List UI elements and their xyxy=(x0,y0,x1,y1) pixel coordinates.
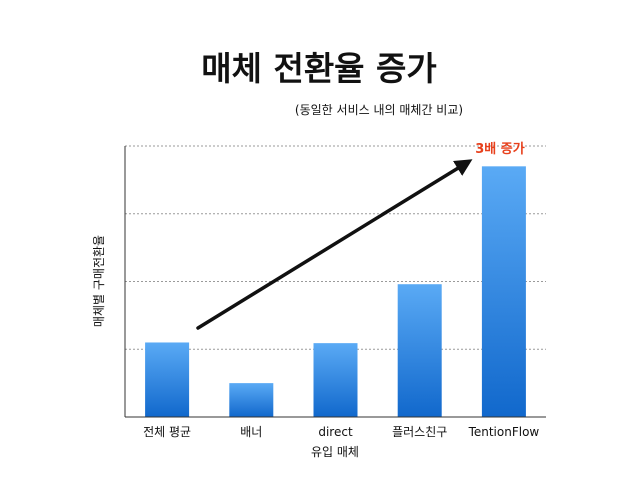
bar-1 xyxy=(229,383,274,417)
x-tick-label-2: direct xyxy=(318,425,353,439)
annotation-label: 3배 증가 xyxy=(475,141,524,157)
bar-3 xyxy=(397,284,442,417)
chart-subtitle: (동일한 서비스 내의 매체간 비교) xyxy=(295,103,463,117)
x-tick-labels: 전체 평균 배너 direct 플러스친구 TentionFlow xyxy=(143,425,539,439)
bar-0 xyxy=(145,342,190,417)
y-axis-title: 매체별 구매전환율 xyxy=(92,235,106,327)
bars xyxy=(145,166,526,417)
trend-arrow xyxy=(196,159,473,330)
x-tick-label-1: 배너 xyxy=(240,425,262,439)
x-axis-title: 유입 매체 xyxy=(311,445,359,459)
x-tick-label-4: TentionFlow xyxy=(468,425,540,439)
bar-2 xyxy=(313,343,358,417)
bar-4 xyxy=(481,166,526,417)
x-tick-label-3: 플러스친구 xyxy=(392,425,447,439)
x-tick-label-0: 전체 평균 xyxy=(143,425,191,439)
axes xyxy=(124,146,546,418)
chart-title: 매체 전환율 증가 xyxy=(201,49,437,88)
